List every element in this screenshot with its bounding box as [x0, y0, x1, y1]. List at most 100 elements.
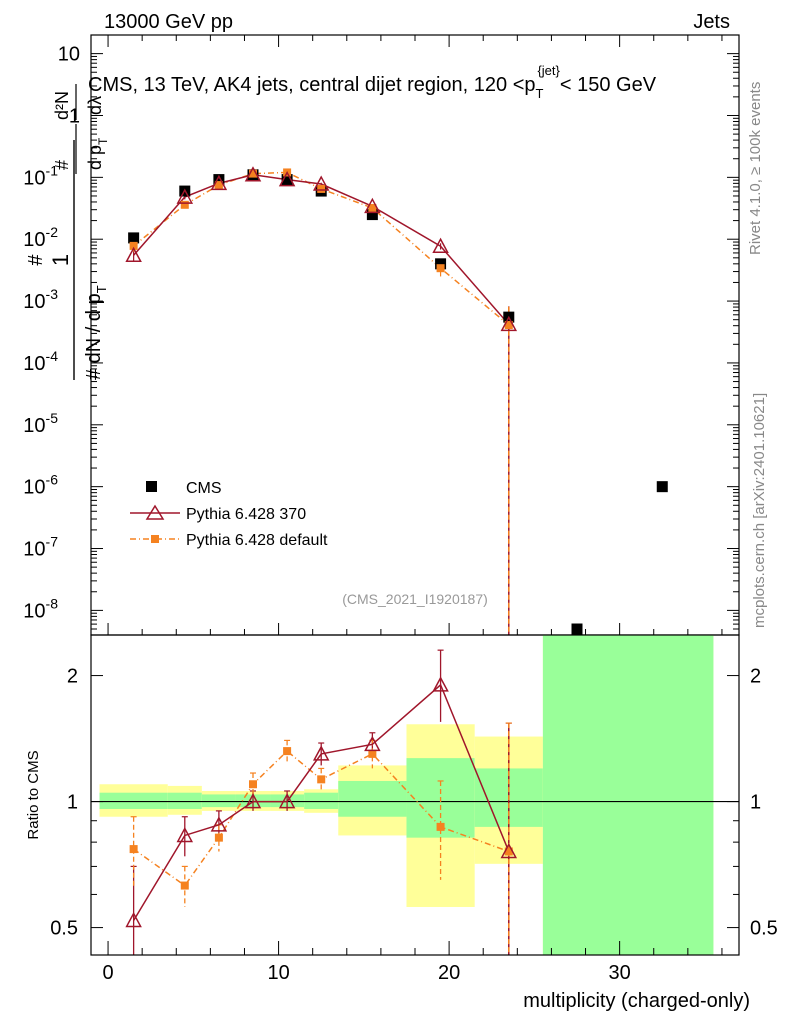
- p370-data-point: [176, 188, 194, 204]
- legend-marker-p370: [145, 504, 165, 520]
- main-y-tick-label: 10-2: [23, 224, 58, 251]
- p370-data-point: [210, 174, 228, 191]
- ratio-p370-point: [125, 911, 142, 928]
- svg-text:#: #: [52, 160, 72, 170]
- pdef-line: [133, 171, 510, 326]
- main-y-tick-exponent: -5: [46, 410, 59, 426]
- p370-data-point: [278, 171, 296, 187]
- ratio-pdef-point: [283, 747, 292, 756]
- main-y-tick-label: 10-6: [23, 472, 58, 499]
- svg-text:# dN / d pT: # dN / d pT: [83, 285, 109, 380]
- pdef-data-point: [129, 241, 138, 250]
- main-y-tick-exponent: -2: [46, 224, 59, 240]
- main-y-tick-label: 10-5: [23, 410, 58, 437]
- main-y-tick-label: 1: [69, 105, 80, 127]
- ratio-y-tick-label-right: 0.5: [750, 918, 778, 940]
- p370-data-point: [244, 166, 262, 182]
- p370-data-point: [500, 315, 518, 332]
- cms-data-point: [128, 232, 140, 244]
- rivet-label: Rivet 4.1.0, ≥ 100k events: [747, 82, 764, 255]
- ratio-band-inner: [542, 635, 714, 955]
- ratio-band-inner: [167, 792, 202, 809]
- ratio-pdef-point: [249, 780, 257, 789]
- ratio-axes: 0.5 0.51 12 20 10 20 30: [50, 666, 778, 984]
- ratio-y-tick-label: 1: [67, 792, 78, 814]
- ratio-band-inner: [201, 794, 236, 808]
- p370-data-point: [364, 197, 381, 214]
- ratio-y-tick-label-right: 2: [750, 666, 761, 688]
- pdef-data-point: [214, 181, 223, 190]
- ratio-p370-point: [244, 792, 262, 809]
- cms-data-point: [571, 623, 583, 635]
- main-y-tick-exponent: -6: [46, 472, 59, 488]
- main-y-tick-label: 10-7: [23, 534, 58, 561]
- ratio-x-tick-label: 30: [609, 962, 631, 984]
- main-y-tick-exponent: -1: [46, 162, 59, 178]
- main-y-tick-exponent: -3: [46, 286, 59, 302]
- pdef-data-point: [180, 200, 189, 209]
- p370-data-point: [312, 175, 330, 191]
- ratio-p370-point: [364, 735, 381, 752]
- main-y-tick-label: 10-4: [23, 348, 58, 375]
- main-y-tick-exponent: -7: [46, 534, 59, 550]
- main-series: [125, 166, 668, 635]
- ratio-p370-point: [312, 745, 330, 761]
- ratio-p370-point: [176, 826, 194, 843]
- header-energy: 13000 GeV pp: [104, 11, 233, 33]
- legend: CMS Pythia 6.428 370 Pythia 6.428 defaul…: [130, 480, 328, 549]
- ratio-x-tick-label: 0: [102, 962, 113, 984]
- legend-label-pdef: Pythia 6.428 default: [186, 532, 328, 549]
- main-y-tick-exponent: -4: [46, 348, 59, 364]
- analysis-watermark: (CMS_2021_I1920187): [342, 591, 488, 607]
- ratio-pdef-point: [368, 749, 377, 758]
- ratio-x-tick-label: 20: [438, 962, 460, 984]
- pdef-data-point: [317, 184, 326, 193]
- legend-marker-pdef: [151, 535, 159, 543]
- ratio-p370-point: [210, 816, 228, 832]
- ratio-p370-line: [132, 683, 510, 921]
- ratio-p370-point: [432, 676, 449, 692]
- ratio-x-tick-label: 10: [267, 962, 289, 984]
- pdef-data-point: [504, 321, 513, 330]
- x-axis-label: multiplicity (charged-only): [523, 990, 750, 1012]
- p370-line: [133, 174, 510, 325]
- ratio-band-inner: [338, 780, 407, 817]
- ratio-frame: [90, 634, 740, 956]
- ratio-pdef-point: [129, 845, 138, 854]
- ratio-band-inner: [99, 792, 168, 809]
- ratio-pdef-point: [436, 822, 445, 831]
- main-y-axis-label: # 1 # dN / d pT # d pT d²N dλ: [25, 84, 110, 380]
- main-y-tick-label: 10-8: [23, 595, 58, 622]
- ratio-pdef-point: [317, 775, 326, 784]
- cms-data-point: [366, 209, 378, 221]
- svg-text:dλ: dλ: [85, 96, 105, 115]
- p370-data-point: [432, 237, 449, 253]
- p370-data-point: [125, 246, 142, 263]
- ratio-pdef-point: [214, 833, 223, 842]
- svg-text:d²N: d²N: [52, 91, 72, 120]
- ratio-y-tick-label-right: 1: [750, 792, 761, 814]
- legend-label-p370: Pythia 6.428 370: [186, 506, 306, 523]
- cms-data-point: [435, 258, 447, 270]
- ratio-series: [125, 649, 518, 955]
- svg-text:1: 1: [48, 254, 73, 266]
- mcplots-label: mcplots.cern.ch [arXiv:2401.10621]: [751, 393, 768, 628]
- pdef-data-point: [436, 264, 445, 273]
- svg-text:d pT: d pT: [85, 137, 110, 170]
- legend-marker-cms: [146, 481, 157, 492]
- main-y-tick-label: 10: [58, 44, 80, 66]
- ratio-p370-point: [500, 842, 518, 859]
- main-title: CMS, 13 TeV, AK4 jets, central dijet reg…: [88, 63, 657, 101]
- ratio-y-tick-label: 2: [67, 666, 78, 688]
- pdef-data-point: [249, 169, 257, 178]
- ratio-y-axis-label: Ratio to CMS: [25, 750, 42, 839]
- cms-data-point: [656, 481, 668, 493]
- ratio-pdef-point: [504, 847, 513, 856]
- svg-text:#: #: [25, 254, 47, 266]
- ratio-pdef-line: [133, 750, 510, 887]
- main-y-tick-label: 10-3: [23, 286, 58, 313]
- ratio-uncertainty-bands: [99, 635, 714, 955]
- main-y-tick-exponent: -8: [46, 595, 59, 611]
